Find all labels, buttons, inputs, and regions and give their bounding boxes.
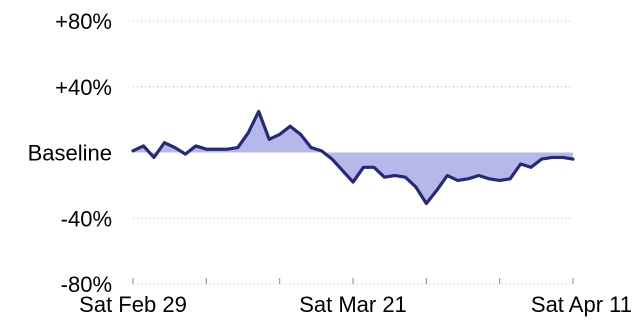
y-tick-label: -80% [61, 272, 112, 297]
data-point [309, 146, 313, 149]
data-point [184, 152, 187, 156]
data-point [498, 179, 501, 182]
data-point [236, 146, 239, 149]
data-point [561, 156, 564, 159]
data-point [278, 133, 281, 136]
data-point [508, 177, 512, 180]
y-tick-label: +80% [55, 9, 112, 34]
data-point [414, 185, 418, 189]
data-point [456, 179, 459, 182]
data-point [383, 175, 386, 179]
data-point [519, 162, 522, 166]
data-point [477, 174, 480, 177]
data-point [404, 175, 407, 179]
data-point [330, 157, 334, 161]
data-point [288, 125, 292, 128]
data-point [540, 157, 543, 161]
x-tick-label: Sat Feb 29 [79, 292, 187, 317]
series-line-layer [131, 109, 575, 206]
area-fill-layer [133, 111, 573, 204]
data-point [205, 148, 208, 151]
x-axis: Sat Feb 29 Sat Mar 21 Sat Apr 11 [79, 278, 632, 317]
data-point [131, 149, 135, 153]
x-tick-label: Sat Mar 21 [299, 292, 407, 317]
data-point [467, 177, 470, 180]
x-tick-label: Sat Apr 11 [531, 292, 632, 317]
data-point [571, 157, 575, 161]
data-point [425, 202, 428, 205]
data-point [142, 144, 145, 148]
data-point [341, 169, 344, 172]
data-point [550, 156, 554, 159]
data-point [163, 141, 166, 144]
data-point [257, 110, 260, 113]
data-point [215, 148, 219, 151]
data-point [446, 174, 449, 177]
y-tick-label: Baseline [28, 141, 112, 166]
data-point [393, 174, 397, 177]
y-axis: +80% +40% Baseline -40% -80% [28, 9, 112, 297]
data-point [299, 133, 302, 136]
data-point [320, 149, 323, 153]
data-point [351, 180, 355, 184]
data-point [194, 144, 198, 148]
y-tick-label: -40% [61, 206, 112, 231]
data-point [529, 166, 533, 169]
data-point [435, 189, 439, 192]
series-area [133, 111, 573, 204]
data-point [372, 166, 376, 169]
y-tick-label: +40% [55, 75, 112, 100]
data-point [362, 166, 365, 169]
data-point [226, 148, 229, 151]
data-point [152, 156, 156, 159]
data-point [247, 131, 250, 134]
data-point [267, 138, 271, 141]
data-point [173, 146, 177, 149]
data-point [487, 177, 491, 180]
